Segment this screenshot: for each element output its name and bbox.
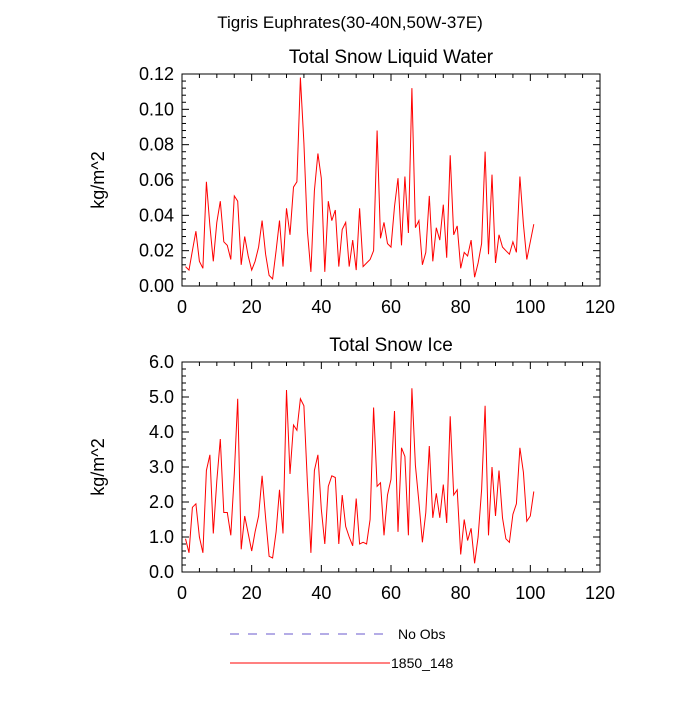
plot-frame — [181, 361, 601, 573]
y-tick-label: 0.06 — [139, 170, 174, 190]
x-tick-label: 20 — [242, 583, 262, 603]
x-tick-label: 100 — [515, 583, 545, 603]
y-tick-label: 6.0 — [149, 352, 174, 372]
y-tick-label: 0.02 — [139, 241, 174, 261]
x-tick-label: 60 — [381, 297, 401, 317]
x-tick-label: 0 — [177, 583, 187, 603]
panel-1: Total Snow Liquid Water kg/m^2 0 20 40 60 80 10… — [88, 47, 615, 317]
series-line — [185, 77, 535, 280]
panel-title: Total Snow Liquid Water — [289, 47, 494, 68]
y-tick-label: 5.0 — [149, 387, 174, 407]
x-tick-label: 20 — [242, 297, 262, 317]
y-tick-label: 0.10 — [139, 99, 174, 119]
y-tick-label: 0.04 — [139, 205, 174, 225]
plots: Total Snow Liquid Water kg/m^2 0 20 40 60 80 10… — [88, 47, 615, 603]
x-tick-label: 120 — [585, 297, 615, 317]
panel-2: Total Snow Ice kg/m^2 0 20 40 60 80 100 120 0.0 1.… — [88, 335, 615, 603]
y-axis-label: kg/m^2 — [88, 151, 108, 208]
x-tick-label: 80 — [451, 583, 471, 603]
y-tick-label: 1.0 — [149, 527, 174, 547]
panel-title: Total Snow Ice — [329, 335, 453, 356]
y-tick-label: 2.0 — [149, 492, 174, 512]
x-tick-label: 0 — [177, 297, 187, 317]
x-tick-label: 40 — [311, 583, 331, 603]
plot-frame — [181, 73, 601, 287]
series-line — [185, 388, 535, 564]
x-tick-label: 80 — [451, 297, 471, 317]
y-tick-label: 0.00 — [139, 276, 174, 296]
legend-label: 1850_148 — [391, 655, 454, 671]
x-tick-label: 100 — [515, 297, 545, 317]
figure-title: Tigris Euphrates(30-40N,50W-37E) — [217, 13, 483, 32]
y-tick-label: 0.08 — [139, 135, 174, 155]
x-tick-label: 120 — [585, 583, 615, 603]
y-tick-label: 4.0 — [149, 422, 174, 442]
x-tick-label: 40 — [311, 297, 331, 317]
x-tick-label: 60 — [381, 583, 401, 603]
y-tick-label: 3.0 — [149, 457, 174, 477]
legend: No Obs 1850_148 — [230, 626, 454, 671]
y-tick-label: 0.0 — [149, 562, 174, 582]
y-axis-label: kg/m^2 — [88, 438, 108, 495]
legend-label: No Obs — [398, 626, 445, 642]
y-tick-label: 0.12 — [139, 64, 174, 84]
